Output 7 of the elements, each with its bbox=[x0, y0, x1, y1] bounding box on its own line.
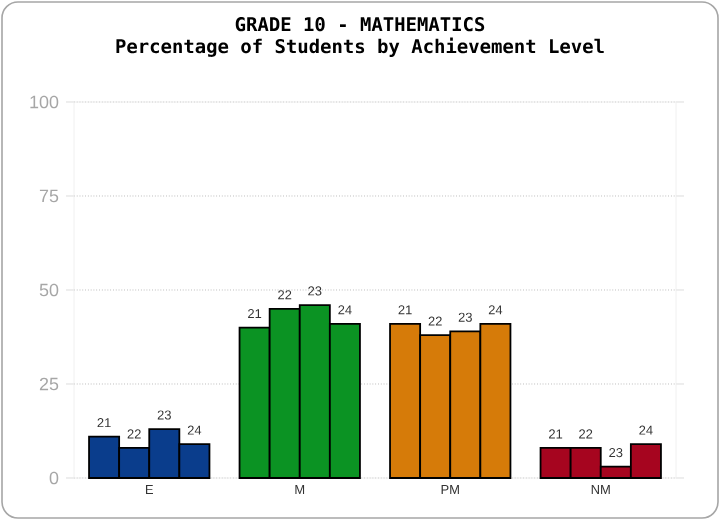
y-tick-label: 50 bbox=[39, 283, 59, 297]
y-tick-label: 100 bbox=[30, 95, 59, 109]
chart-subtitle: Percentage of Students by Achievement Level bbox=[116, 37, 604, 57]
chart-title: GRADE 10 - MATHEMATICS bbox=[235, 17, 485, 32]
y-tick-label: 75 bbox=[39, 189, 59, 203]
y-tick-label: 25 bbox=[39, 377, 59, 391]
y-tick-label: 0 bbox=[49, 471, 59, 485]
